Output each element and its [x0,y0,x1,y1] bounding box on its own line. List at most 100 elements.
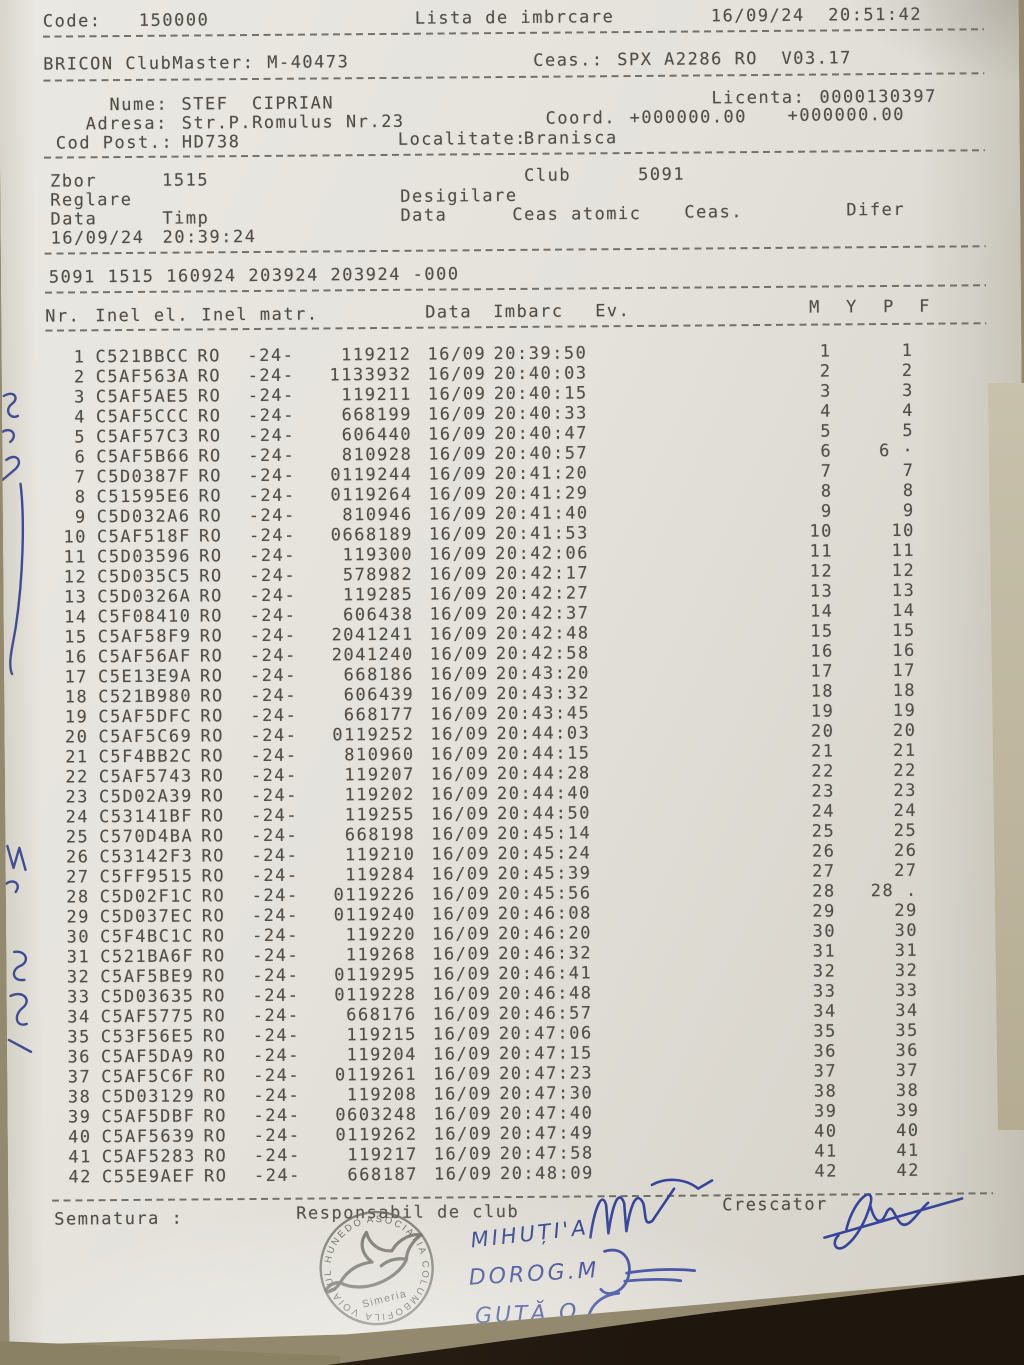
signature-scribble-2 [590,1244,715,1303]
boarding-time: 20:42:17 [495,563,590,585]
m-count: 17 [810,661,835,682]
boarding-date: 16/09 [433,1084,493,1105]
ring-serial: 119212 [340,344,412,366]
boarding-time: 20:47:40 [499,1103,594,1125]
ring-serial: 0603248 [335,1104,418,1126]
year-band: -24- [253,1085,301,1107]
boarding-date: 16/09 [430,784,490,805]
year-band: -24- [249,665,298,687]
boarding-date: 16/09 [428,544,488,565]
country-code: RO [203,1066,227,1087]
ring-serial: 578982 [342,564,414,586]
year-band: -24- [247,345,295,367]
country-code: RO [197,346,222,367]
ring-serial: 0119261 [334,1064,418,1086]
ring-serial: 119217 [347,1144,418,1166]
row-number: 2 [73,367,86,388]
m-count: 30 [812,921,837,942]
m-count: 2 [819,361,832,382]
margin-scribble-2 [5,840,31,900]
electronic-ring: C53142F3 [99,846,194,868]
country-code: RO [198,546,223,567]
boarding-date: 16/09 [428,444,488,465]
p-count: 11 [891,540,916,562]
boarding-time: 20:48:09 [499,1163,594,1185]
row-number: 28 [66,887,90,908]
adjust-date: 16/09/24 [50,227,145,249]
boarding-date: 16/09 [428,424,487,445]
electronic-ring: C521BBCC [95,346,190,368]
m-count: 25 [811,821,836,842]
electronic-ring: C5D0387F [96,466,191,488]
m-count: 19 [810,701,835,722]
electronic-ring: C5AF5C6F [101,1066,196,1088]
row-number: 36 [67,1047,92,1068]
separator-line [43,72,984,81]
ring-serial: 119204 [346,1044,418,1066]
p-count: 25 [893,820,918,842]
boarding-time: 20:41:20 [494,463,589,485]
boarding-date: 16/09 [433,1124,493,1145]
p-count: 20 [892,720,917,742]
handwritten-name-3: GUȚĂ.O [474,1299,580,1330]
country-code: RO [201,886,226,907]
race-summary-line: 5091 1515 160924 203924 203924 -000 [48,264,460,288]
boarding-time: 20:46:41 [498,963,593,985]
p-count: 24 [893,800,918,822]
ring-serial: 0119252 [332,724,415,746]
year-band: -24- [248,425,296,447]
boarding-date: 16/09 [433,1164,493,1185]
row-number: 34 [67,1007,91,1028]
row-number: 39 [67,1107,92,1128]
p-count: 17 [892,660,917,682]
p-count: 34 [895,1000,919,1022]
unseal-date-label: Data [400,205,448,226]
electronic-ring: C55E9AEF [101,1166,196,1188]
boarding-time: 20:41:40 [494,503,589,525]
boarding-time: 20:46:32 [498,943,593,965]
boarding-time: 20:42:37 [495,603,590,625]
ring-serial: 668186 [343,664,415,686]
adjust-time: 20:39:24 [162,227,257,248]
country-code: RO [201,846,225,867]
p-count: 14 [891,600,916,622]
electronic-ring: C5AF57C3 [96,426,191,448]
boarding-time: 20:44:40 [496,783,591,805]
ring-serial: 606438 [343,604,414,626]
country-code: RO [201,926,226,947]
m-count: 33 [812,981,837,1002]
boarding-time: 20:47:49 [499,1123,594,1145]
year-band: -24- [251,925,300,947]
year-band: -24- [252,965,300,987]
p-count: 33 [894,980,919,1002]
boarding-date: 16/09 [431,864,491,885]
row-number: 35 [67,1027,91,1048]
p-count: 40 [896,1120,920,1142]
boarding-date: 16/09 [431,844,491,865]
country-code: RO [200,746,225,767]
locality-label: Localitate: [397,128,527,150]
boarding-date: 16/09 [432,964,492,985]
p-count: 30 [894,920,919,942]
electronic-ring: C5F4BB2C [98,746,193,768]
electronic-ring: C5AF5743 [98,766,193,788]
m-count: 12 [809,561,834,582]
m-count: 21 [811,741,835,762]
boarding-time: 20:42:58 [495,643,590,665]
m-count: 24 [811,801,836,822]
electronic-ring: C5AF518F [96,526,191,548]
col-header-inel-matr: Inel matr. [201,304,319,326]
electronic-ring: C5AF5CCC [95,406,190,428]
ring-serial: 0119244 [330,464,413,486]
year-band: -24- [251,885,299,907]
col-header-ev: Ev. [595,301,631,322]
p-count: 32 [894,960,919,982]
country-code: RO [203,1126,228,1147]
boarding-date: 16/09 [427,384,487,405]
col-header-y: Y [846,297,858,318]
country-code: RO [201,866,226,887]
ring-serial: 119207 [344,764,415,786]
year-band: -24- [249,605,297,627]
clock-value: SPX A2286 RO V03.17 [617,48,852,71]
